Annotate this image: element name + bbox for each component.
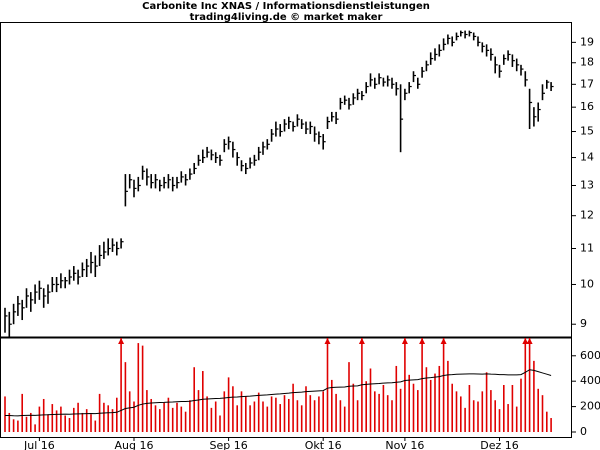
overflow-arrow	[324, 338, 331, 344]
y-tick-label: 9	[580, 317, 587, 330]
y-tick-label: 12	[580, 209, 594, 222]
x-tick-label: Jul 16	[23, 439, 55, 450]
y-tick-label: 16	[580, 100, 594, 113]
y-tick-label: 13	[580, 178, 594, 191]
overflow-arrow	[419, 338, 426, 344]
x-tick-label: Dez 16	[480, 439, 519, 450]
y-tick-label: 11	[580, 242, 594, 255]
y-tick-label: 400	[580, 374, 600, 387]
overflow-arrow	[440, 338, 447, 344]
y-tick-label: 0	[580, 425, 587, 438]
x-tick-label: Okt 16	[305, 439, 342, 450]
price-frame	[0, 22, 572, 338]
y-tick-label: 600	[580, 349, 600, 362]
y-tick-label: 18	[580, 56, 594, 69]
y-tick-label: 200	[580, 400, 600, 413]
x-tick-label: Sep 16	[209, 439, 247, 450]
overflow-arrow	[522, 338, 529, 344]
y-tick-label: 19	[580, 35, 594, 48]
overflow-arrow	[358, 338, 365, 344]
y-tick-label: 14	[580, 151, 594, 164]
overflow-arrow	[118, 338, 125, 344]
overflow-arrow	[401, 338, 408, 344]
chart-subtitle: trading4living.de © market maker	[190, 12, 383, 23]
y-tick-label: 15	[580, 125, 594, 138]
overflow-arrow	[526, 338, 533, 344]
y-tick-label: 17	[580, 77, 594, 90]
y-tick-label: 10	[580, 277, 594, 290]
x-tick-label: Aug 16	[115, 439, 154, 450]
chart-title: Carbonite Inc XNAS / Informationsdienstl…	[142, 1, 430, 12]
moving-average	[5, 369, 552, 417]
volume-plot	[4, 338, 552, 432]
x-tick-label: Nov 16	[385, 439, 424, 450]
